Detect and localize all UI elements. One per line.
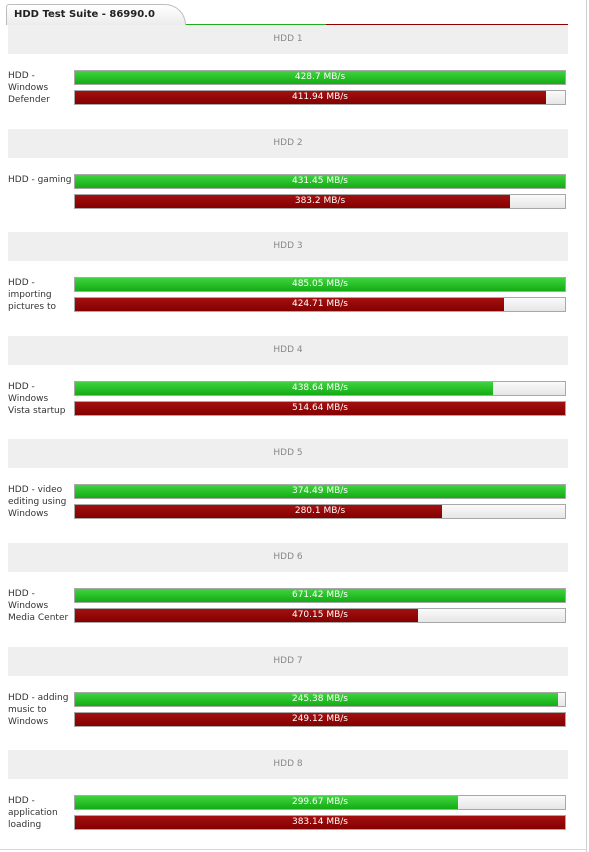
bar-fill-red	[75, 91, 546, 104]
bar-value-label: 438.64 MB/s	[291, 383, 348, 393]
test-label: HDD - Windows Defender	[8, 71, 50, 105]
group-header: HDD 8	[8, 750, 568, 779]
bar-track: 438.64 MB/s	[74, 381, 566, 396]
bar-fill-green	[75, 278, 565, 291]
test-label: HDD - gaming	[8, 175, 72, 185]
bar-fill-red	[75, 505, 442, 518]
test-label: HDD - adding music to Windows Media Play…	[8, 693, 69, 727]
group-header: HDD 4	[8, 336, 568, 365]
bar-track: 514.64 MB/s	[74, 401, 566, 416]
bar-track: 374.49 MB/s	[74, 484, 566, 499]
benchmark-group: HDD 4 HDD - Windows Vista startup 438.64 M…	[8, 336, 568, 418]
bar-track: 470.15 MB/s	[74, 608, 566, 623]
bar-value-label: 245.38 MB/s	[291, 694, 348, 704]
test-label: HDD - Windows Vista startup	[8, 382, 66, 416]
bar-value-label: 299.67 MB/s	[291, 797, 348, 807]
bar-track: 671.42 MB/s	[74, 588, 566, 603]
bar-fill-green	[75, 71, 565, 84]
bar-fill-green	[75, 796, 459, 809]
bar-track: 383.14 MB/s	[74, 815, 566, 830]
bar-fill-green	[75, 175, 565, 188]
bar-value-label: 470.15 MB/s	[291, 610, 348, 620]
bar-track: 485.05 MB/s	[74, 277, 566, 292]
frame-right-border	[586, 0, 587, 852]
bar-fill-red	[75, 816, 565, 829]
benchmark-group: HDD 6 HDD - Windows Media Center 671.42 MB…	[8, 543, 568, 625]
group-header: HDD 3	[8, 232, 568, 261]
tab-underline-red	[326, 24, 568, 25]
bar-fill-green	[75, 382, 493, 395]
bar-fill-red	[75, 609, 419, 622]
bar-value-label: 428.7 MB/s	[294, 72, 346, 82]
bar-track: 245.38 MB/s	[74, 692, 566, 707]
benchmark-group: HDD 2 HDD - gaming 431.45 MB/s 383.2 MB/s	[8, 129, 568, 211]
test-label: HDD - application loading	[8, 796, 58, 830]
bar-fill-red	[75, 713, 565, 726]
bar-value-label: 514.64 MB/s	[291, 403, 348, 413]
bar-value-label: 485.05 MB/s	[291, 279, 348, 289]
benchmark-group: HDD 7 HDD - adding music to Windows Media…	[8, 647, 568, 729]
benchmark-group: HDD 8 HDD - application loading 299.67 MB/…	[8, 750, 568, 832]
group-header: HDD 2	[8, 129, 568, 158]
group-header: HDD 6	[8, 543, 568, 572]
group-header: HDD 5	[8, 439, 568, 468]
bar-fill-red	[75, 298, 505, 311]
bar-track: 431.45 MB/s	[74, 174, 566, 189]
benchmark-group: HDD 3 HDD - importing pictures to Windows…	[8, 232, 568, 314]
bar-value-label: 383.2 MB/s	[294, 196, 346, 206]
bar-fill-green	[75, 693, 558, 706]
frame-bottom-border	[0, 849, 587, 850]
benchmark-group: HDD 1 HDD - Windows Defender 428.7 MB/s 411…	[8, 25, 568, 107]
test-label: HDD - importing pictures to Windows Phot…	[8, 278, 57, 312]
tab-underline-green	[186, 24, 326, 25]
bar-value-label: 431.45 MB/s	[291, 176, 348, 186]
bar-track: 424.71 MB/s	[74, 297, 566, 312]
bar-track: 249.12 MB/s	[74, 712, 566, 727]
bar-value-label: 374.49 MB/s	[291, 486, 348, 496]
bar-fill-red	[75, 195, 511, 208]
bar-track: 383.2 MB/s	[74, 194, 566, 209]
bar-track: 299.67 MB/s	[74, 795, 566, 810]
suite-tab-label: HDD Test Suite - 86990.0	[14, 9, 155, 20]
group-header: HDD 7	[8, 647, 568, 676]
group-header: HDD 1	[8, 25, 568, 54]
bar-value-label: 424.71 MB/s	[291, 299, 348, 309]
test-label: HDD - Windows Media Center	[8, 589, 69, 623]
benchmark-group: HDD 5 HDD - video editing using Windows M…	[8, 439, 568, 521]
suite-tab[interactable]: HDD Test Suite - 86990.0	[6, 4, 186, 25]
bar-fill-red	[75, 402, 565, 415]
bar-track: 428.7 MB/s	[74, 70, 566, 85]
bar-value-label: 280.1 MB/s	[294, 506, 346, 516]
bar-fill-green	[75, 485, 565, 498]
bar-value-label: 411.94 MB/s	[291, 92, 348, 102]
bar-fill-green	[75, 589, 565, 602]
bar-value-label: 671.42 MB/s	[291, 590, 348, 600]
bar-value-label: 249.12 MB/s	[291, 714, 348, 724]
bar-track: 280.1 MB/s	[74, 504, 566, 519]
bar-value-label: 383.14 MB/s	[291, 817, 348, 827]
bar-track: 411.94 MB/s	[74, 90, 566, 105]
test-label: HDD - video editing using Windows Movie …	[8, 485, 67, 519]
